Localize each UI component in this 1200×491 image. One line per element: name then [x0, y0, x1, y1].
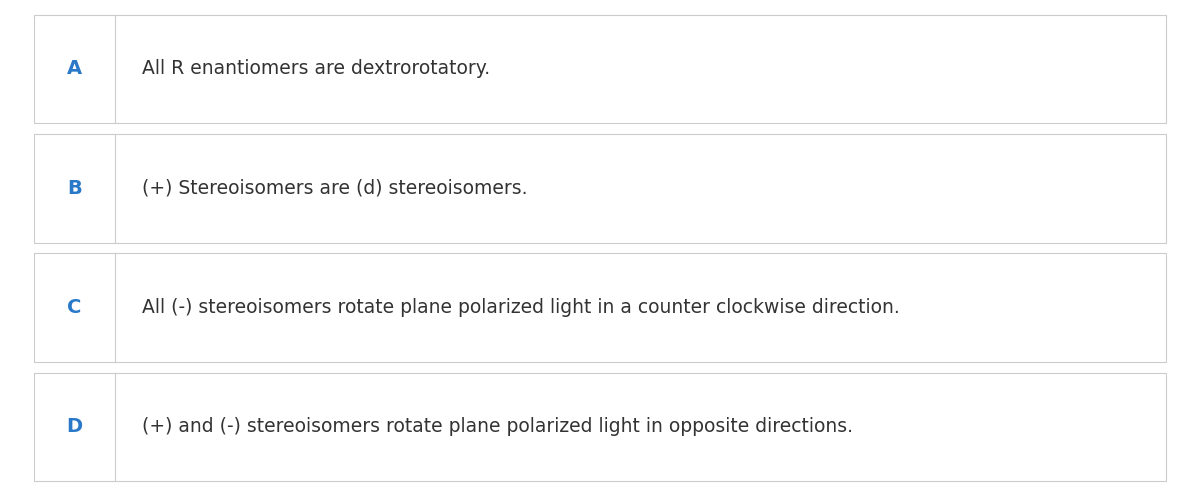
FancyBboxPatch shape — [34, 253, 1166, 362]
FancyBboxPatch shape — [34, 373, 1166, 481]
Text: All (-) stereoisomers rotate plane polarized light in a counter clockwise direct: All (-) stereoisomers rotate plane polar… — [142, 298, 899, 317]
FancyBboxPatch shape — [34, 134, 1166, 243]
Text: C: C — [67, 298, 82, 317]
Text: B: B — [67, 179, 82, 198]
Text: (+) Stereoisomers are (d) stereoisomers.: (+) Stereoisomers are (d) stereoisomers. — [142, 179, 527, 198]
Text: All R enantiomers are dextrorotatory.: All R enantiomers are dextrorotatory. — [142, 59, 490, 79]
FancyBboxPatch shape — [34, 15, 1166, 123]
Text: D: D — [66, 417, 83, 436]
Text: (+) and (-) stereoisomers rotate plane polarized light in opposite directions.: (+) and (-) stereoisomers rotate plane p… — [142, 417, 852, 436]
Text: A: A — [67, 59, 82, 79]
